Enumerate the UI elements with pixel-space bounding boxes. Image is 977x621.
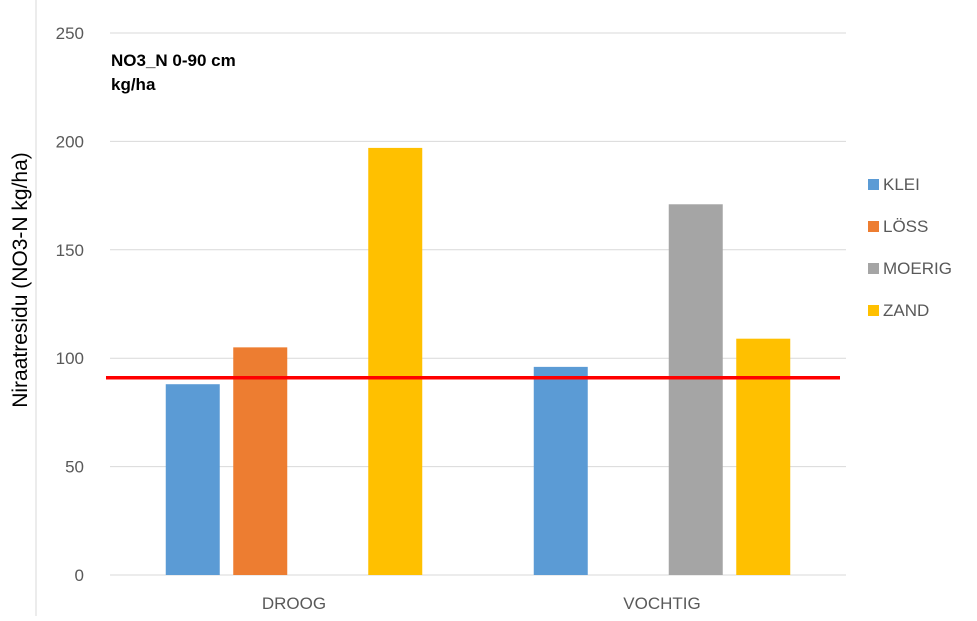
legend-swatch-löss (868, 221, 879, 232)
gridlines (110, 32, 846, 576)
annotation-text: NO3_N 0-90 cm (111, 51, 236, 70)
legend: KLEI LÖSS MOERIG ZAND (868, 175, 952, 320)
bar-moerig-vochtig (668, 204, 723, 575)
bars (165, 147, 791, 576)
bar-klei-droog (165, 384, 220, 575)
bar-zand-vochtig (736, 338, 791, 575)
bar-klei-vochtig (533, 366, 588, 575)
y-axis-label: Niraatresidu (NO3-N kg/ha) (9, 152, 32, 408)
legend-label-klei: KLEI (883, 175, 920, 194)
x-tick-label: VOCHTIG (623, 594, 700, 613)
legend-swatch-klei (868, 179, 879, 190)
bar-zand-droog (368, 147, 423, 576)
y-tick-label: 200 (56, 132, 84, 151)
legend-label-löss: LÖSS (883, 217, 928, 236)
y-tick-label: 100 (56, 349, 84, 368)
y-tick-labels: 0 50 100 150 200 250 (56, 24, 84, 585)
y-tick-label: 250 (56, 24, 84, 43)
x-tick-label: DROOG (262, 594, 326, 613)
y-tick-label: 150 (56, 241, 84, 260)
legend-label-zand: ZAND (883, 301, 929, 320)
bar-löss-droog (233, 347, 288, 575)
x-tick-labels: DROOG VOCHTIG (262, 594, 701, 613)
annotation-text: kg/ha (111, 75, 156, 94)
legend-swatch-moerig (868, 263, 879, 274)
legend-label-moerig: MOERIG (883, 259, 952, 278)
legend-swatch-zand (868, 305, 879, 316)
y-tick-label: 50 (65, 458, 84, 477)
y-tick-label: 0 (75, 566, 84, 585)
